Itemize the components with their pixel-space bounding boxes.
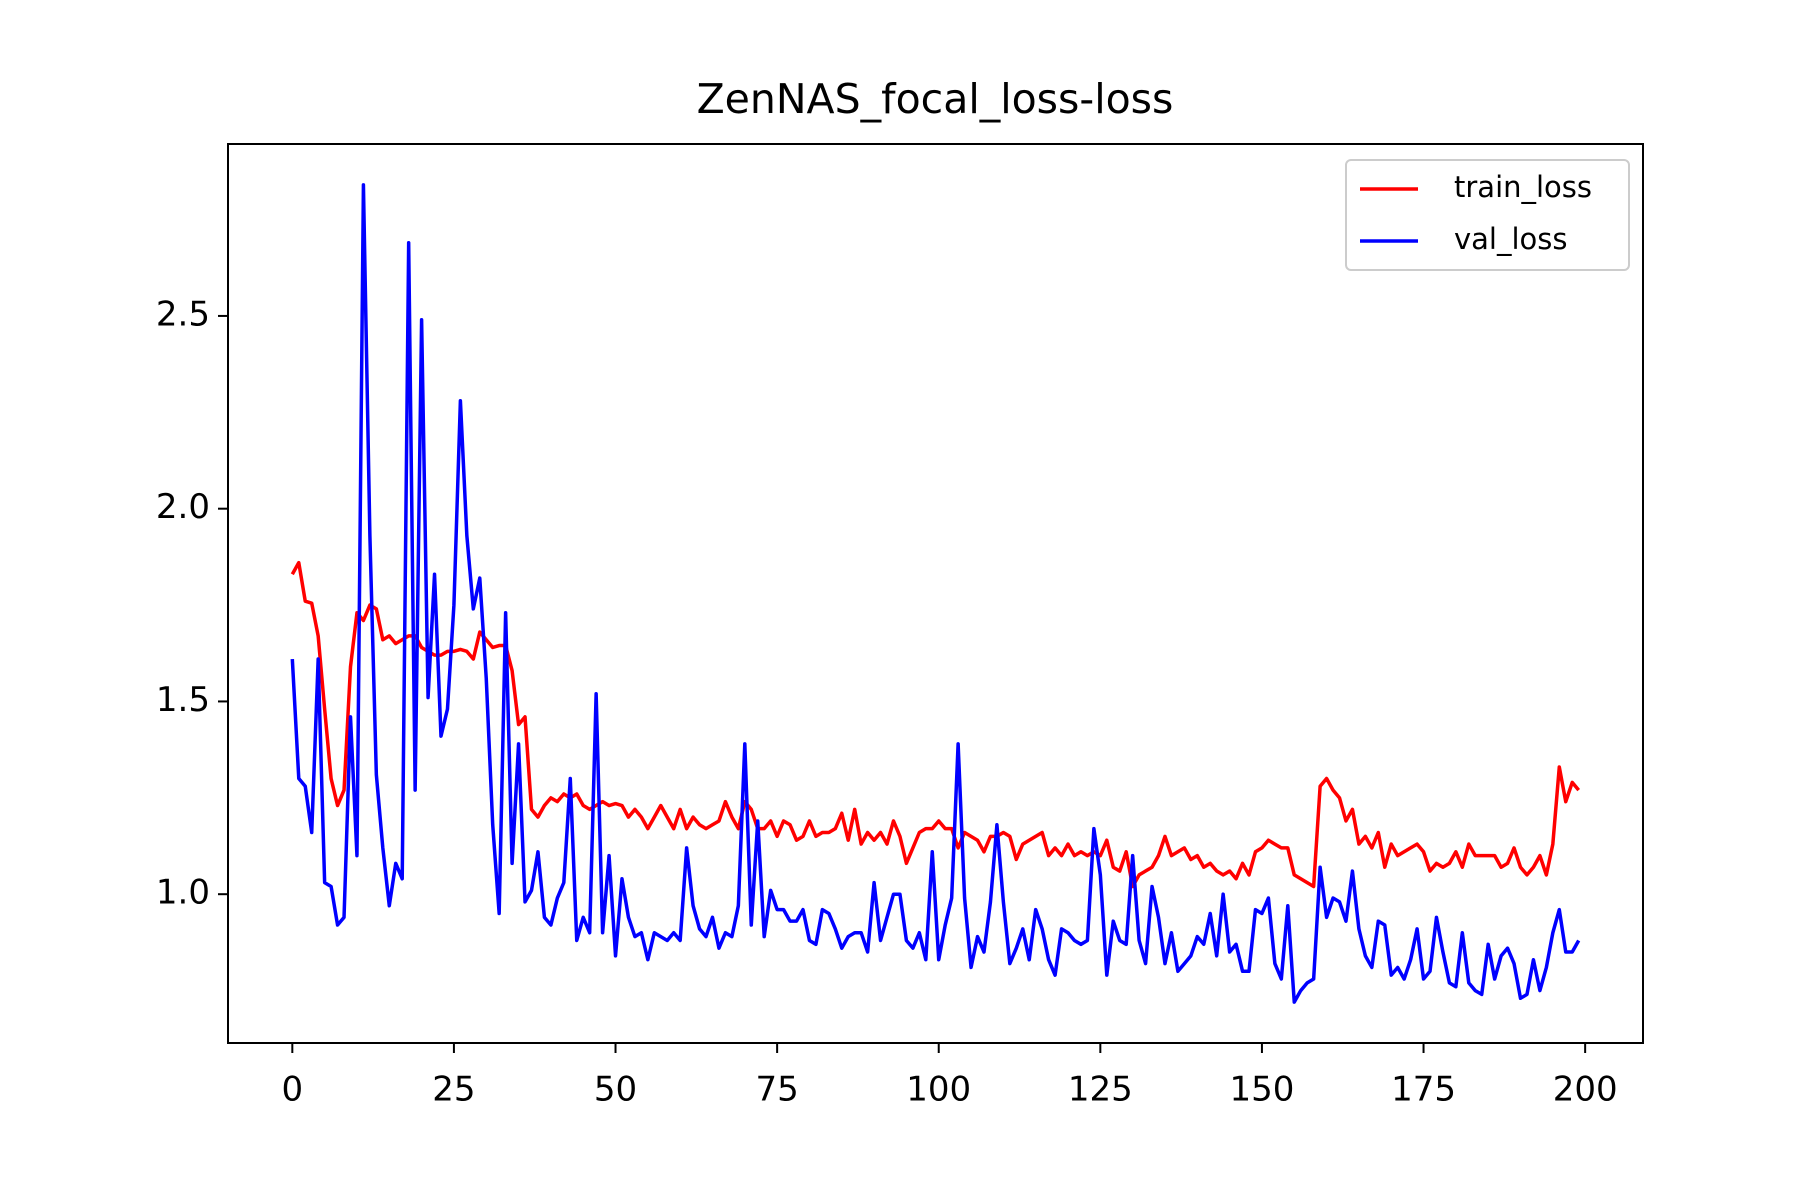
legend-label: train_loss [1454, 170, 1592, 204]
y-tick-label: 1.0 [156, 873, 210, 913]
x-tick-label: 50 [594, 1070, 637, 1110]
x-tick-label: 25 [432, 1070, 475, 1110]
y-tick-label: 1.5 [156, 680, 210, 720]
series-line [290, 183, 1581, 1004]
x-tick-label: 200 [1553, 1070, 1618, 1110]
x-tick-label: 100 [906, 1070, 971, 1110]
x-tick-label: 175 [1391, 1070, 1456, 1110]
y-tick-label: 2.0 [156, 487, 210, 527]
x-tick-label: 0 [281, 1070, 303, 1110]
x-tick-label: 75 [755, 1070, 798, 1110]
y-tick-label: 2.5 [156, 294, 210, 334]
x-tick-label: 125 [1068, 1070, 1133, 1110]
chart-title: ZenNAS_focal_loss-loss [697, 75, 1174, 123]
x-tick-label: 150 [1229, 1070, 1294, 1110]
legend-label: val_loss [1454, 222, 1568, 256]
plot-frame [227, 143, 1644, 1044]
